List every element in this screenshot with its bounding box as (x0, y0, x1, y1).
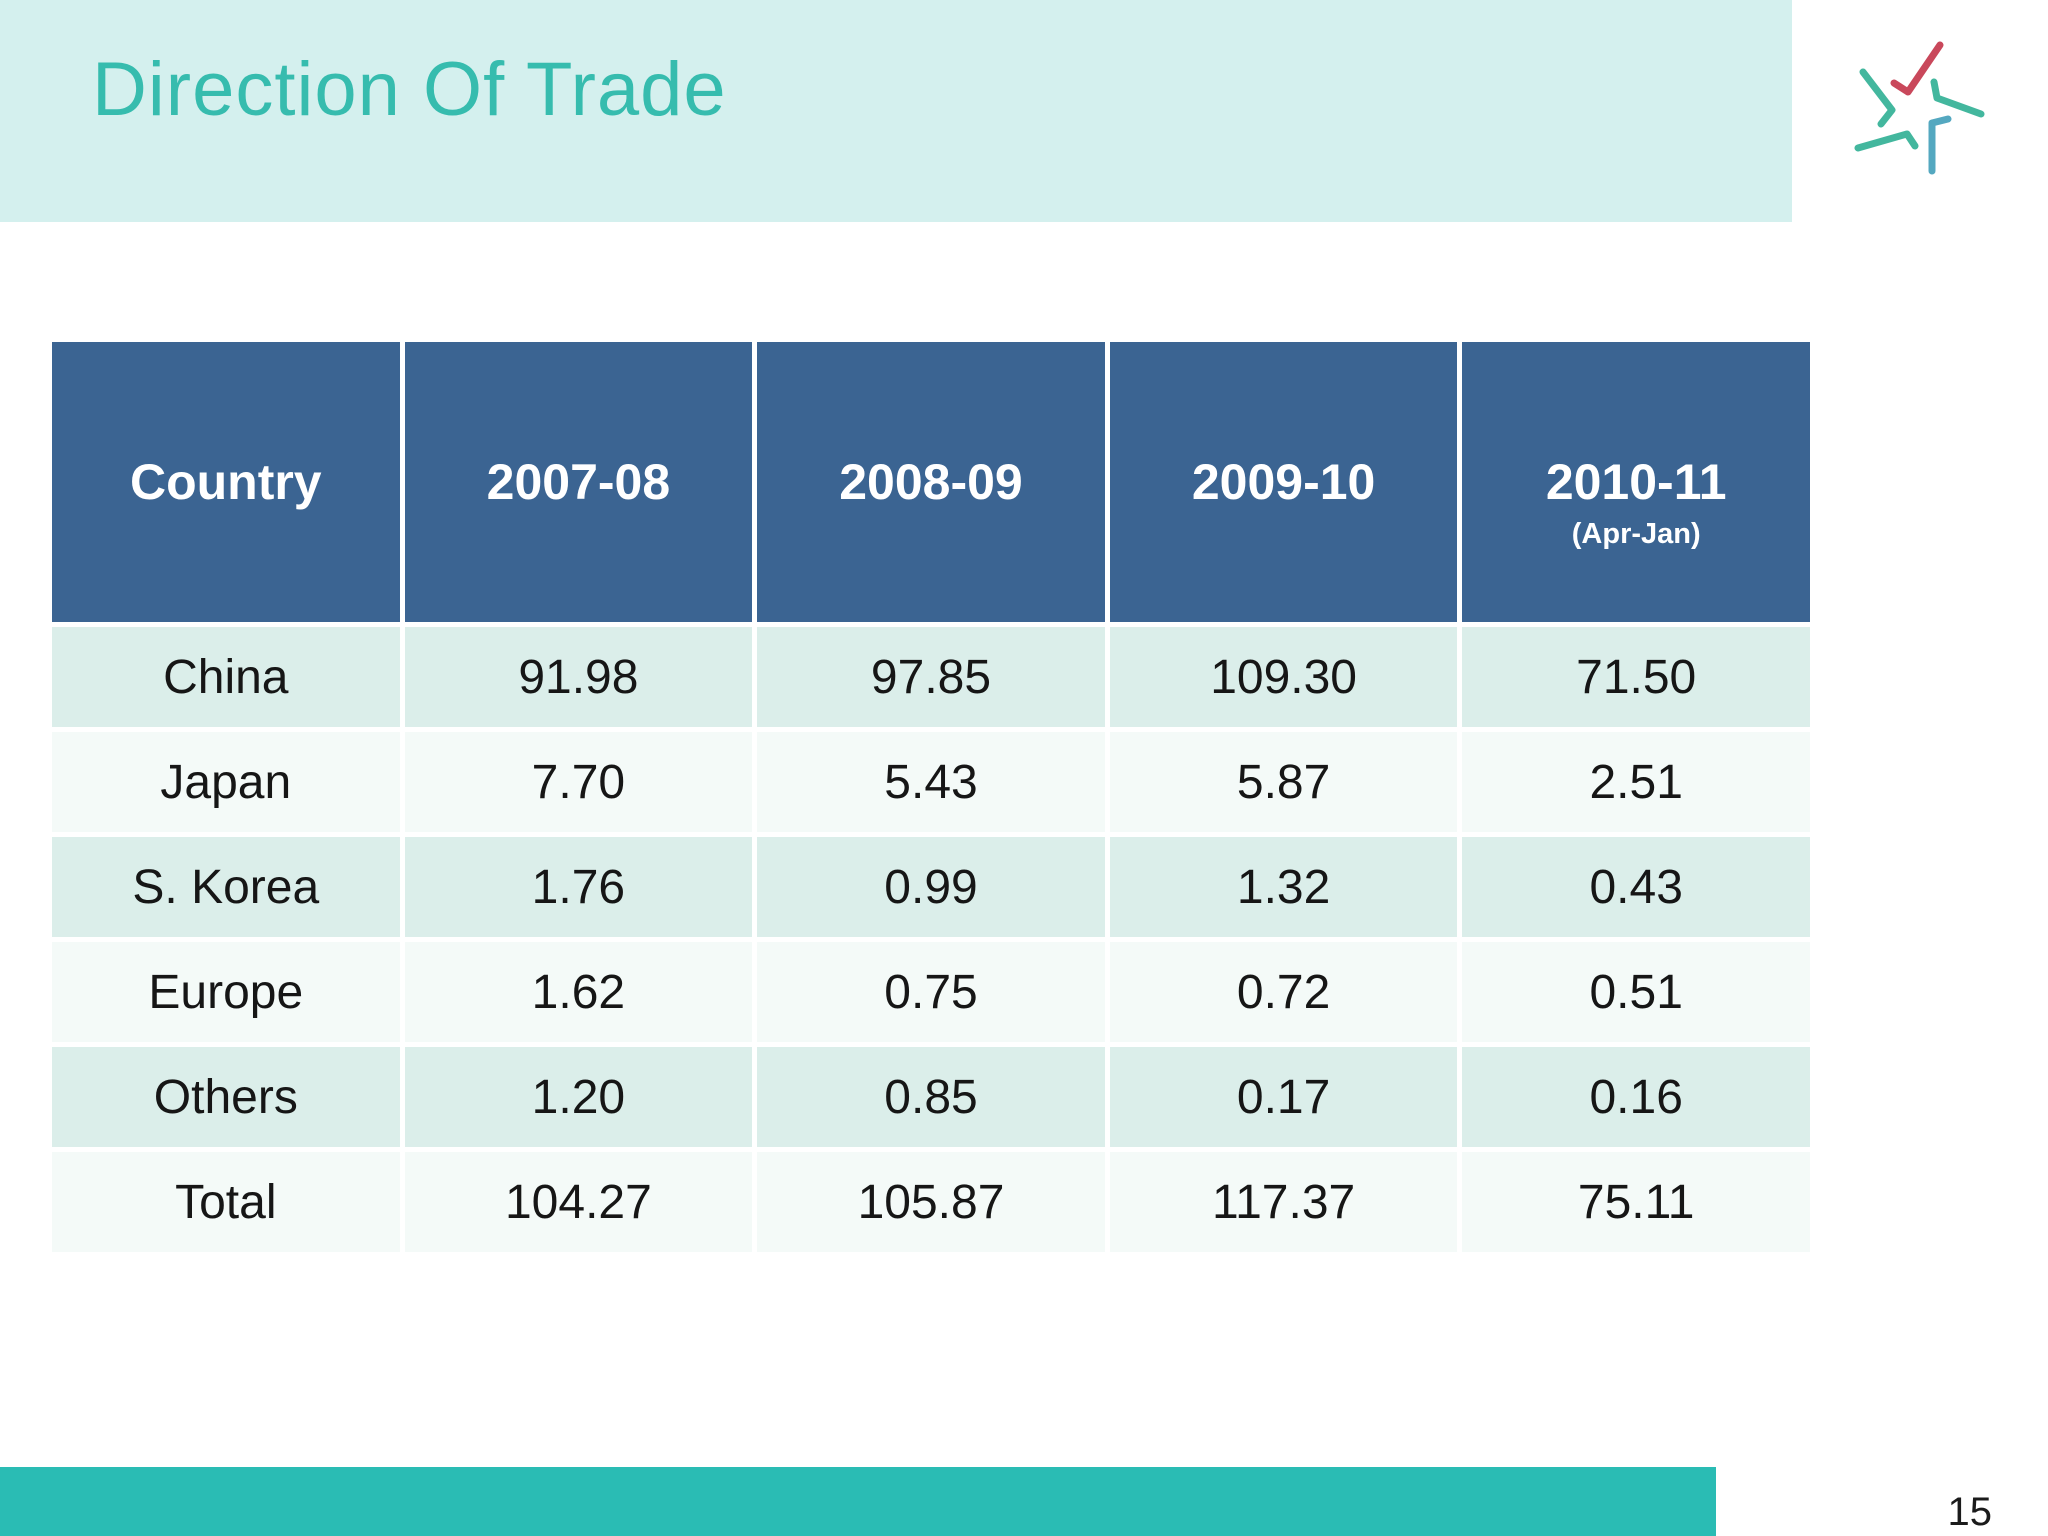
cell-value: 5.87 (1236, 755, 1331, 809)
row-label-china: China (52, 627, 400, 727)
column-header-label: 2009-10 (1191, 454, 1376, 510)
table-cell: 109.30 (1109, 627, 1458, 727)
column-header-label: 2008-09 (839, 454, 1023, 510)
cell-value: 91.98 (518, 650, 639, 704)
cell-value: 0.43 (1589, 860, 1683, 914)
row-label-total: Total (52, 1152, 400, 1252)
cell-value: 0.17 (1236, 1070, 1331, 1124)
star-check-logo-icon (1854, 41, 1985, 175)
cell-value: 2.51 (1589, 755, 1683, 809)
row-label-s-korea: S. Korea (52, 837, 400, 937)
trade-table: Country 2007-08 2008-09 2009-10 2010-11 … (52, 342, 1810, 1252)
row-label-others: Others (52, 1047, 400, 1147)
cell-value: 7.70 (531, 755, 626, 809)
column-header-subnote: (Apr-Jan) (1571, 518, 1701, 550)
column-header-2009-10: 2009-10 (1109, 342, 1458, 622)
table-cell: 0.51 (1462, 942, 1810, 1042)
cell-value: 0.99 (884, 860, 978, 914)
cell-value: 75.11 (1577, 1175, 1695, 1229)
cell-value: 1.76 (531, 860, 626, 914)
cell-value: 117.37 (1211, 1175, 1356, 1229)
row-label: Others (153, 1070, 298, 1124)
cell-value: 0.85 (884, 1070, 978, 1124)
row-label-japan: Japan (52, 732, 400, 832)
table-cell: 1.20 (404, 1047, 753, 1147)
cell-value: 0.72 (1236, 965, 1331, 1019)
table-cell: 1.62 (404, 942, 753, 1042)
footer-accent-bar (0, 1467, 1716, 1536)
title-banner (0, 0, 1792, 222)
page-number: 15 (1947, 1490, 1993, 1534)
table-cell: 105.87 (757, 1152, 1105, 1252)
column-header-label: Country (129, 454, 322, 510)
table-cell: 75.11 (1462, 1152, 1810, 1252)
cell-value: 1.62 (531, 965, 626, 1019)
table-cell: 1.32 (1109, 837, 1458, 937)
cell-value: 104.27 (504, 1175, 652, 1229)
cell-value: 0.75 (884, 965, 978, 1019)
cell-value: 1.32 (1236, 860, 1331, 914)
table-cell: 2.51 (1462, 732, 1810, 832)
table-cell: 7.70 (404, 732, 753, 832)
cell-value: 5.43 (884, 755, 978, 809)
column-header-country: Country (52, 342, 400, 622)
cell-value: 0.16 (1589, 1070, 1683, 1124)
cell-value: 97.85 (870, 650, 992, 704)
table-cell: 0.16 (1462, 1047, 1810, 1147)
row-label: Europe (148, 965, 304, 1019)
table-cell: 97.85 (757, 627, 1105, 727)
cell-value: 1.20 (531, 1070, 626, 1124)
table-cell: 0.17 (1109, 1047, 1458, 1147)
table-cell: 5.43 (757, 732, 1105, 832)
cell-value: 109.30 (1210, 650, 1357, 704)
column-header-2008-09: 2008-09 (757, 342, 1105, 622)
table-cell: 0.75 (757, 942, 1105, 1042)
cell-value: 0.51 (1589, 965, 1683, 1019)
table-cell: 5.87 (1109, 732, 1458, 832)
row-label: China (163, 650, 289, 704)
page-title: Direction Of Trade (92, 47, 727, 132)
column-header-label: 2007-08 (486, 454, 671, 510)
table-cell: 0.85 (757, 1047, 1105, 1147)
table-cell: 91.98 (404, 627, 753, 727)
column-header-2007-08: 2007-08 (404, 342, 753, 622)
table-cell: 117.37 (1109, 1152, 1458, 1252)
row-label-europe: Europe (52, 942, 400, 1042)
table-cell: 1.76 (404, 837, 753, 937)
table-cell: 0.72 (1109, 942, 1458, 1042)
cell-value: 71.50 (1576, 650, 1697, 704)
row-label: Total (175, 1175, 277, 1229)
row-label: Japan (160, 755, 292, 809)
row-label: S. Korea (132, 860, 320, 914)
cell-value: 105.87 (857, 1175, 1005, 1229)
table-cell: 0.43 (1462, 837, 1810, 937)
column-header-label: 2010-11 (1545, 454, 1727, 510)
table-cell: 71.50 (1462, 627, 1810, 727)
column-header-2010-11: 2010-11 (Apr-Jan) (1462, 342, 1810, 622)
table-cell: 0.99 (757, 837, 1105, 937)
table-cell: 104.27 (404, 1152, 753, 1252)
